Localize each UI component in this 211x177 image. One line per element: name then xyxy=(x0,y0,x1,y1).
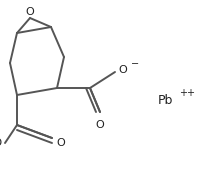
Text: O: O xyxy=(26,7,34,17)
Text: −O: −O xyxy=(0,138,3,148)
Text: Pb: Pb xyxy=(157,93,173,107)
Text: O: O xyxy=(96,120,104,130)
Text: −: − xyxy=(131,59,139,69)
Text: O: O xyxy=(118,65,127,75)
Text: ++: ++ xyxy=(179,88,195,98)
Text: O: O xyxy=(56,138,65,148)
